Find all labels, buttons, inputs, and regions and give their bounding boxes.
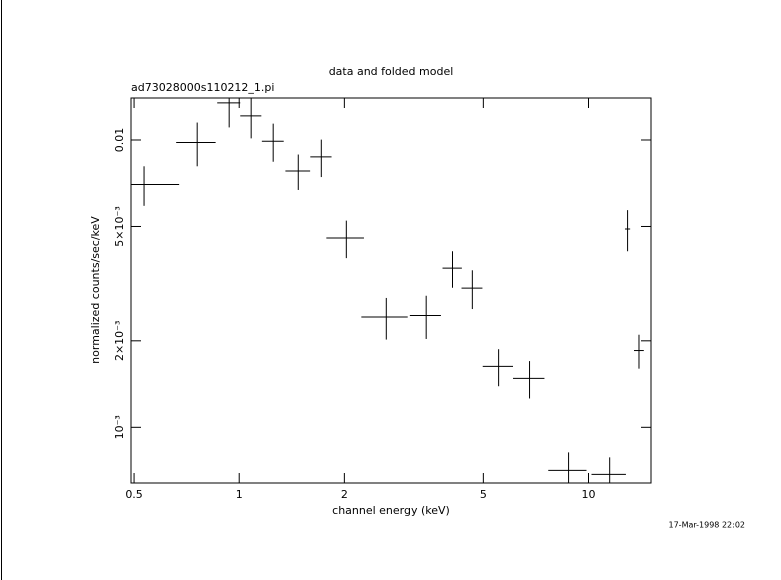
x-tick-label: 2 — [341, 488, 348, 501]
y-tick-label: 2×10⁻³ — [113, 321, 126, 361]
x-tick-label: 1 — [236, 488, 243, 501]
x-axis-label: channel energy (keV) — [332, 504, 450, 517]
y-tick-label: 10⁻³ — [113, 415, 126, 439]
y-tick-label: 5×10⁻³ — [113, 206, 126, 246]
x-tick-label: 0.5 — [125, 488, 143, 501]
x-tick-label: 10 — [581, 488, 595, 501]
y-axis-label: normalized counts/sec/keV — [89, 216, 102, 364]
chart-title: data and folded model — [329, 65, 454, 78]
timestamp: 17-Mar-1998 22:02 — [669, 521, 746, 530]
x-tick-label: 5 — [480, 488, 487, 501]
y-tick-label: 0.01 — [113, 128, 126, 153]
chart-subtitle: ad73028000s110212_1.pi — [131, 81, 274, 94]
data-layer — [131, 98, 644, 483]
plot-frame — [130, 97, 652, 484]
